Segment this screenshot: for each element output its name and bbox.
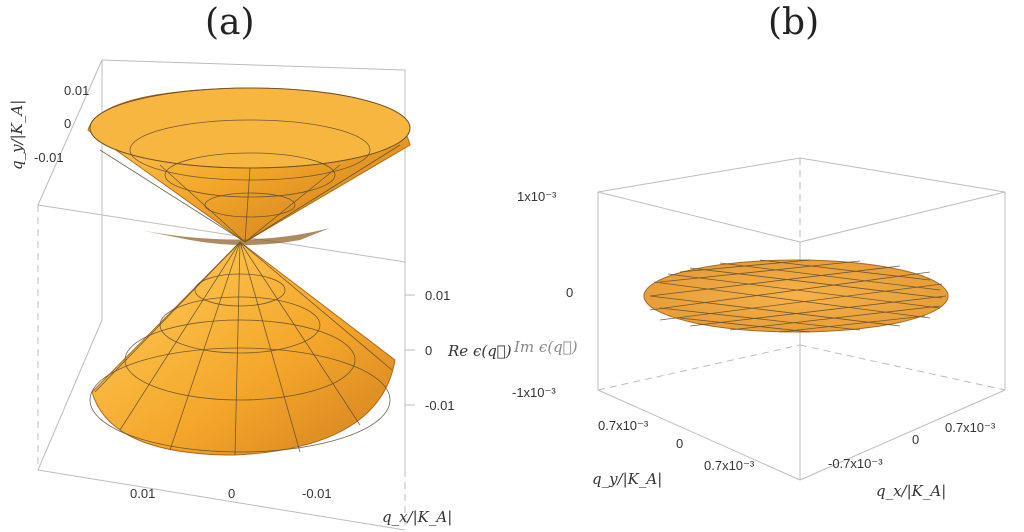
panel-b-z-tick: -1x10⁻³ — [512, 385, 556, 400]
flat-disk-surface — [643, 259, 949, 333]
panel-b: (b) — [512, 2, 1006, 500]
panel-a-z-axis: 0.01 0 -0.01 Re ϵ(q⃗) — [405, 288, 512, 413]
panel-a-z-tick: 0.01 — [425, 288, 450, 303]
panel-a-y-tick: 0 — [64, 116, 71, 131]
panel-b-y-tick: 0.7x10⁻³ — [704, 458, 755, 473]
panel-a-label: (a) — [205, 2, 255, 43]
panel-a-y-tick: -0.01 — [34, 150, 64, 165]
panel-a-z-label: Re ϵ(q⃗) — [447, 342, 512, 360]
panel-a-y-axis: 0.01 0 -0.01 q_y/|K_A| — [8, 83, 89, 170]
panel-b-z-tick: 1x10⁻³ — [517, 189, 557, 204]
panel-b-y-label: q_y/|K_A| — [592, 470, 662, 488]
panel-b-y-axis: 0.7x10⁻³ 0 0.7x10⁻³ q_y/|K_A| — [592, 418, 755, 488]
panel-b-y-tick: 0 — [676, 436, 683, 451]
panel-a-y-tick: 0.01 — [64, 83, 89, 98]
panel-b-x-tick: 0.7x10⁻³ — [945, 420, 996, 435]
panel-a-x-tick: 0.01 — [130, 486, 155, 501]
panel-a-x-tick: 0 — [228, 486, 235, 501]
panel-b-label: (b) — [768, 2, 819, 43]
disk-mesh — [649, 259, 947, 333]
panel-a-x-label: q_x/|K_A| — [382, 508, 452, 526]
panel-a-y-label: q_y/|K_A| — [8, 100, 26, 170]
panel-a-z-tick: -0.01 — [425, 398, 455, 413]
lower-cone-surface — [89, 241, 396, 456]
panel-a: (a) — [8, 2, 512, 531]
panel-a-x-tick: -0.01 — [302, 486, 332, 501]
panel-b-x-tick: 0 — [912, 432, 919, 447]
panel-a-x-axis: 0.01 0 -0.01 q_x/|K_A| — [130, 486, 452, 526]
panel-b-z-axis: 1x10⁻³ 0 -1x10⁻³ Im ϵ(q⃗) — [512, 189, 578, 400]
panel-b-y-tick: 0.7x10⁻³ — [598, 418, 649, 433]
panel-b-x-axis: 0 0.7x10⁻³ -0.7x10⁻³ q_x/|K_A| — [828, 420, 996, 500]
panel-a-z-tick: 0 — [425, 343, 432, 358]
panel-b-x-label: q_x/|K_A| — [876, 482, 946, 500]
panel-b-x-tick: -0.7x10⁻³ — [828, 456, 883, 471]
panel-b-z-label: Im ϵ(q⃗) — [513, 338, 578, 356]
upper-cone-surface — [87, 87, 411, 245]
panel-b-z-tick: 0 — [566, 285, 573, 300]
panel-a-box — [37, 59, 406, 531]
